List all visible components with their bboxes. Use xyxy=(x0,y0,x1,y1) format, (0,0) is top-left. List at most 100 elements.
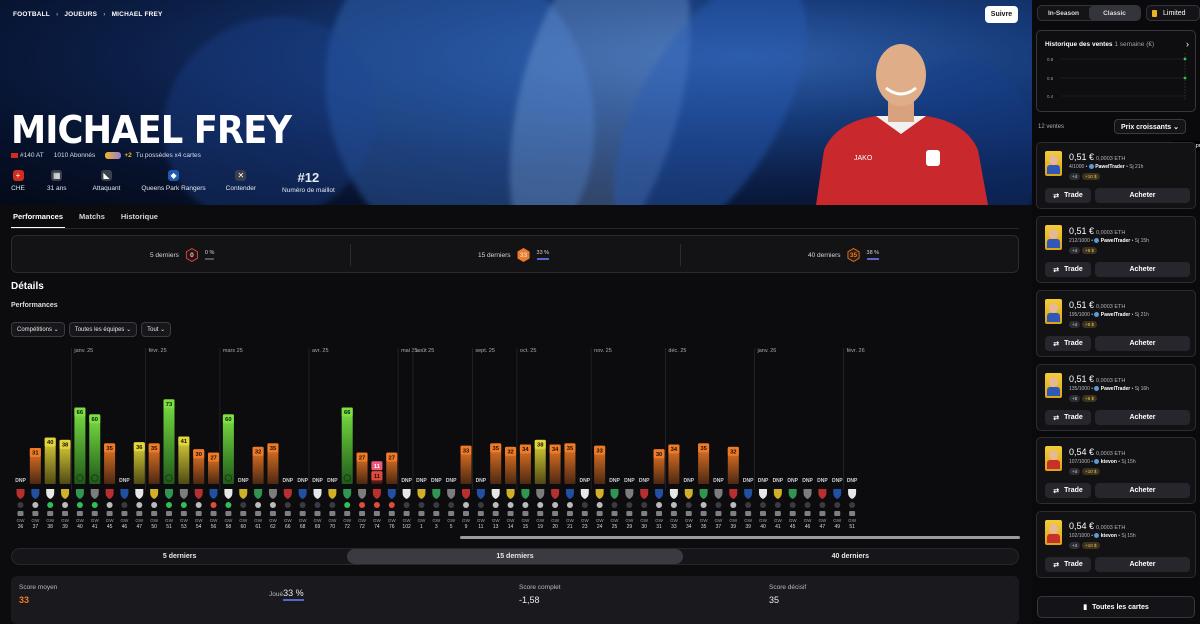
buy-button[interactable]: Acheter xyxy=(1095,188,1190,203)
gameweek-number: 19 xyxy=(537,524,543,530)
gameweek-label: GW xyxy=(744,518,753,523)
score-bar xyxy=(59,439,71,484)
gameweek-label: GW xyxy=(611,518,620,523)
competitions-filter[interactable]: Compétitions ⌄ xyxy=(11,322,65,337)
competition-icon xyxy=(626,511,633,516)
month-label: avr. 25 xyxy=(312,348,329,354)
trade-button[interactable]: ⇄ Trade xyxy=(1045,262,1091,277)
owned-cards-icon xyxy=(105,152,122,159)
buy-button[interactable]: Acheter xyxy=(1095,336,1190,351)
offer-item[interactable]: 0,51 €0,0003 ETH 4/1000 • PawelTrader • S… xyxy=(1036,142,1196,209)
team-crest-icon xyxy=(729,489,738,499)
gameweek-number: 70 xyxy=(330,524,336,530)
player-card-thumbnail[interactable] xyxy=(1045,520,1062,545)
info-club[interactable]: ◆ Queens Park Rangers xyxy=(141,170,206,192)
dnp-label: DNP xyxy=(683,478,694,484)
month-label: sept. 25 xyxy=(475,348,495,354)
bar-value: 35 xyxy=(270,446,277,452)
mode-in-season[interactable]: In-Season xyxy=(1047,9,1080,17)
xp-chip: +4 xyxy=(1069,321,1081,328)
player-card-thumbnail[interactable] xyxy=(1045,373,1062,398)
team-crest-icon xyxy=(254,489,263,499)
player-card-thumbnail[interactable] xyxy=(1045,446,1062,471)
gameweek-number: 40 xyxy=(760,524,766,530)
profile-tabs: Performances Matchs Historique xyxy=(11,208,160,229)
competition-icon xyxy=(91,511,98,516)
follow-button[interactable]: Suivre xyxy=(985,6,1018,23)
bar-value: 35 xyxy=(151,446,158,452)
score-chip xyxy=(104,443,116,453)
all-cards-button[interactable]: ▮ Toutes les cartes xyxy=(1037,596,1195,618)
owned-stat[interactable]: +2 Tu possèdes x4 cartes xyxy=(105,152,201,159)
buy-button[interactable]: Acheter xyxy=(1095,262,1190,277)
offer-item[interactable]: 0,54 €0,0003 ETH 107/1000 • ktevon • Sj 1… xyxy=(1036,437,1196,504)
mode-switch: In-Season Classic xyxy=(1037,5,1141,21)
result-icon xyxy=(47,502,54,508)
rarity-select[interactable]: Limited xyxy=(1146,5,1200,21)
range-tab-last-5[interactable]: 5 derniers xyxy=(162,553,197,560)
result-icon xyxy=(522,502,529,508)
offer-seller[interactable]: 4/1000 • PawelTrader • Sj 21h xyxy=(1069,164,1144,170)
trade-button[interactable]: ⇄ Trade xyxy=(1045,410,1091,425)
gameweek-label: GW xyxy=(685,518,694,523)
month-label: nov. 25 xyxy=(594,348,612,354)
offer-seller[interactable]: 102/1000 • ktevon • Sj 15h xyxy=(1069,533,1136,539)
breadcrumb-players[interactable]: JOUEURS xyxy=(64,11,98,18)
score-bar xyxy=(222,414,234,484)
offer-seller[interactable]: 195/1000 • PawelTrader • Sj 21h xyxy=(1069,312,1149,318)
score-bar xyxy=(519,444,531,484)
tab-performances[interactable]: Performances xyxy=(11,208,66,229)
competition-icon xyxy=(314,511,321,516)
player-card-thumbnail[interactable] xyxy=(1045,151,1062,176)
player-card-thumbnail[interactable] xyxy=(1045,299,1062,324)
score-chip xyxy=(89,414,101,424)
sales-history-title: Historique des ventes 1 semaine (€) xyxy=(1045,41,1155,48)
buy-button[interactable]: Acheter xyxy=(1095,557,1190,572)
competition-icon xyxy=(522,511,529,516)
gameweek-label: GW xyxy=(299,518,308,523)
chevron-right-icon[interactable]: › xyxy=(1186,39,1189,49)
swap-icon: ⇄ xyxy=(1053,266,1060,274)
offer-item[interactable]: 0,51 €0,0003 ETH 135/1000 • PawelTrader •… xyxy=(1036,364,1196,431)
offer-seller[interactable]: 212/1000 • PawelTrader • Sj 15h xyxy=(1069,238,1149,244)
tab-matches[interactable]: Matchs xyxy=(79,212,105,221)
breadcrumb-football[interactable]: FOOTBALL xyxy=(13,11,50,18)
gameweek-label: GW xyxy=(432,518,441,523)
offer-item[interactable]: 0,51 €0,0003 ETH 195/1000 • PawelTrader •… xyxy=(1036,290,1196,357)
sort-dropdown[interactable]: Prix croissants ⌄ xyxy=(1114,119,1186,134)
stat-played: Joué33 % xyxy=(269,584,304,601)
competition-icon xyxy=(463,511,469,516)
range-tab-last-40[interactable]: 40 derniers xyxy=(831,553,869,560)
result-icon xyxy=(819,502,826,508)
bonus-chip: +8 $ xyxy=(1082,321,1098,328)
player-card-thumbnail[interactable] xyxy=(1045,225,1062,250)
dnp-label: DNP xyxy=(832,478,843,484)
gameweek-number: 37 xyxy=(33,524,39,530)
followers-stat[interactable]: 1010 Abonnés xyxy=(53,152,96,160)
chart-scrollbar[interactable] xyxy=(460,536,1020,539)
offer-seller[interactable]: 107/1000 • ktevon • Sj 15h xyxy=(1069,459,1136,465)
range-tab-last-15[interactable]: 15 derniers xyxy=(347,549,683,564)
offer-item[interactable]: 0,54 €0,0003 ETH 102/1000 • ktevon • Sj 1… xyxy=(1036,511,1196,578)
buy-button[interactable]: Acheter xyxy=(1095,410,1190,425)
teams-filter[interactable]: Toutes les équipes ⌄ xyxy=(68,322,138,337)
trade-button[interactable]: ⇄ Trade xyxy=(1045,188,1091,203)
competition-icon xyxy=(611,511,618,516)
all-filter[interactable]: Tout ⌄ xyxy=(141,322,172,337)
offer-bonuses: +4 +8 $ xyxy=(1069,321,1098,328)
score-bar xyxy=(178,436,190,484)
buy-button[interactable]: Acheter xyxy=(1095,483,1190,498)
tab-history[interactable]: Historique xyxy=(120,212,158,221)
offer-item[interactable]: 0,51 €0,0003 ETH 212/1000 • PawelTrader •… xyxy=(1036,216,1196,283)
trade-button[interactable]: ⇄ Trade xyxy=(1045,336,1091,351)
trade-button[interactable]: ⇄ Trade xyxy=(1045,483,1091,498)
dnp-label: DNP xyxy=(15,478,26,484)
sales-history-card[interactable]: Historique des ventes 1 semaine (€) 0.8 … xyxy=(1036,30,1196,112)
result-icon xyxy=(670,502,677,508)
gameweek-number: 54 xyxy=(196,524,202,530)
trade-button[interactable]: ⇄ Trade xyxy=(1045,557,1091,572)
mode-classic[interactable]: Classic xyxy=(1089,6,1140,20)
decisive-icon xyxy=(224,474,233,482)
offer-seller[interactable]: 135/1000 • PawelTrader • Sj 16h xyxy=(1069,386,1149,392)
avatar xyxy=(1094,459,1100,465)
